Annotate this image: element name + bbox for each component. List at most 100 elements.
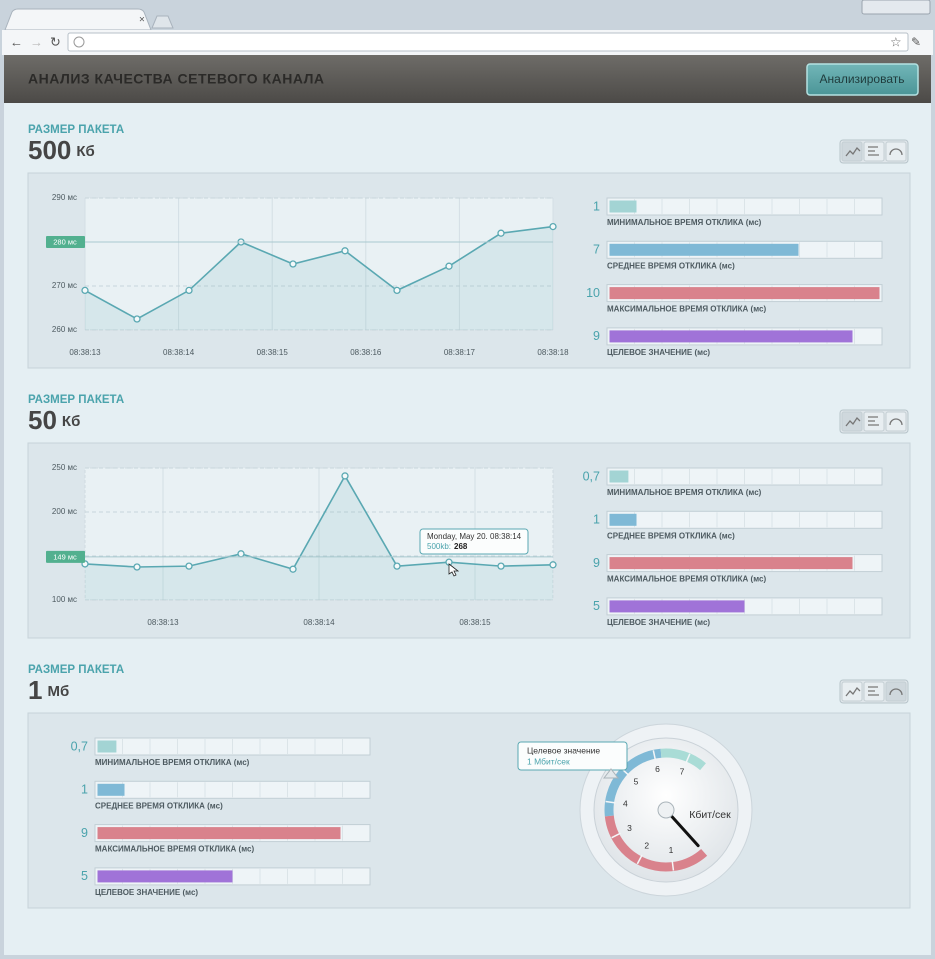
metric-name: МАКСИМАЛЬНОЕ ВРЕМЯ ОТКЛИКА (мс) — [607, 305, 766, 314]
metric-bar — [97, 783, 125, 796]
marker-badge — [46, 550, 85, 563]
marker-badge — [46, 236, 85, 248]
metric-bar — [609, 330, 853, 343]
address-bar[interactable] — [67, 32, 909, 52]
metric-name: МАКСИМАЛЬНОЕ ВРЕМЯ ОТКЛИКА (мс) — [95, 845, 254, 854]
y-tick-label: 290 мс — [52, 193, 77, 202]
gauge-tick-label: 2 — [644, 840, 649, 850]
gauge-view-button — [885, 681, 907, 702]
gauge-tick — [685, 753, 691, 764]
metric-value: 9 — [593, 329, 600, 343]
point — [237, 550, 245, 558]
metric-bar — [97, 740, 117, 753]
line — [84, 474, 554, 571]
gauge-band — [604, 748, 662, 817]
line-area — [85, 475, 553, 600]
line-view-icon[interactable] — [845, 146, 861, 157]
bookmark-star[interactable]: ☆ — [890, 34, 902, 49]
point — [445, 262, 453, 270]
metric-bar — [97, 870, 233, 883]
analyze-button-label[interactable]: Анализировать — [820, 72, 905, 86]
point — [393, 286, 401, 295]
x-tick-label: 08:38:13 — [69, 348, 101, 357]
metric-name: МАКСИМАЛЬНОЕ ВРЕМЯ ОТКЛИКА (мс) — [607, 575, 766, 584]
line-view-button — [841, 411, 863, 432]
line — [84, 225, 554, 320]
metric-bar — [609, 200, 637, 213]
x-tick-label: 08:38:13 — [147, 618, 179, 627]
line-view-icon[interactable] — [845, 686, 861, 697]
plot-area — [84, 197, 554, 331]
header — [4, 55, 931, 103]
gauge-tick — [605, 800, 616, 804]
back-button[interactable]: ← — [10, 34, 23, 49]
bar-view-icon[interactable] — [868, 686, 879, 696]
point — [289, 565, 297, 573]
metric-name: ЦЕЛЕВОЕ ЗНАЧЕНИЕ (мс) — [607, 618, 710, 627]
bar-view-icon[interactable] — [868, 146, 879, 156]
line-view-button — [841, 681, 863, 702]
reload-button[interactable]: ↻ — [50, 34, 61, 49]
point — [393, 562, 401, 570]
y-tick-label: 100 мс — [52, 595, 77, 604]
gauge-tick-label: 4 — [623, 799, 628, 809]
bar-view-icon[interactable] — [868, 416, 879, 426]
point — [133, 563, 141, 571]
point — [81, 286, 89, 295]
point — [185, 286, 193, 295]
gauge-view-icon[interactable] — [889, 148, 903, 156]
packet-size: 1 Мб — [28, 675, 69, 705]
packet-size-unit: Кб — [76, 143, 94, 160]
analyze-button[interactable] — [806, 63, 919, 96]
line-view-icon[interactable] — [845, 416, 861, 427]
metric-name: МИНИМАЛЬНОЕ ВРЕМЯ ОТКЛИКА (мс) — [607, 218, 762, 227]
gauge-view-button — [885, 411, 907, 432]
gauge-tick-label: 7 — [680, 767, 685, 777]
gauge-tick — [611, 832, 621, 839]
gauge-hub — [657, 801, 675, 819]
metric-bar — [609, 557, 853, 570]
gauge-tick — [652, 750, 657, 761]
gauge-tick-label: 6 — [655, 764, 660, 774]
gauge-tooltip-title: Целевое значение — [527, 745, 600, 755]
packet-size-value: 1 — [28, 675, 42, 705]
gauge-tooltip-pointer — [602, 768, 620, 779]
tooltip — [419, 528, 529, 555]
metric-value: 5 — [593, 599, 600, 613]
new-tab[interactable] — [151, 15, 174, 29]
window-controls[interactable] — [861, 0, 931, 15]
y-tick-label: 250 мс — [52, 463, 77, 472]
metric-value: 9 — [593, 556, 600, 570]
x-tick-label: 08:38:14 — [163, 348, 195, 357]
gauge-unit: Кбит/сек — [689, 809, 731, 821]
x-tick-label: 08:38:15 — [459, 618, 491, 627]
tooltip-body: 500kb: 268 — [427, 542, 468, 551]
point — [133, 315, 141, 323]
x-tick-label: 08:38:17 — [444, 348, 476, 357]
gauge-view-icon[interactable] — [889, 418, 903, 426]
point — [289, 260, 297, 268]
x-tick-label: 08:38:18 — [537, 348, 569, 357]
tab[interactable] — [4, 8, 152, 31]
section-label: РАЗМЕР ПАКЕТА — [28, 124, 124, 136]
gauge-view-icon[interactable] — [889, 688, 903, 696]
forward-button[interactable]: → — [30, 34, 43, 49]
packet-size: 500 Кб — [28, 135, 95, 165]
header-title: АНАЛИЗ КАЧЕСТВА СЕТЕВОГО КАНАЛА — [28, 71, 325, 87]
packet-size: 50 Кб — [28, 405, 80, 435]
gauge-tick — [671, 860, 675, 871]
y-tick-label: 260 мс — [52, 325, 77, 334]
gauge-tooltip — [517, 741, 628, 771]
x-tick-label: 08:38:16 — [350, 348, 382, 357]
metric-bar — [609, 470, 629, 483]
gauge-tick — [636, 854, 643, 865]
tab-close[interactable]: × — [139, 15, 145, 26]
metric-bar — [609, 287, 880, 300]
metric-name: СРЕДНЕЕ ВРЕМЯ ОТКЛИКА (мс) — [95, 801, 223, 810]
x-tick-label: 08:38:14 — [303, 618, 335, 627]
x-tick-label: 08:38:15 — [257, 348, 289, 357]
settings-wrench[interactable]: ✎ — [911, 35, 921, 49]
packet-size-value: 50 — [28, 405, 57, 435]
